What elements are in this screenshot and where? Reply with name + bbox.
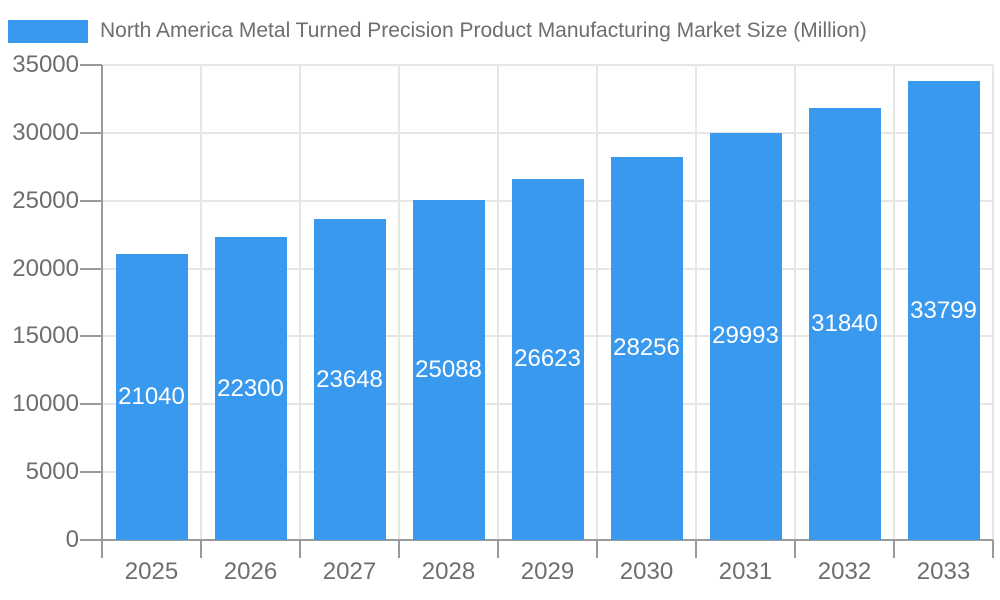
y-tick xyxy=(80,131,102,134)
bar-value-label: 23648 xyxy=(316,365,383,393)
x-gridline xyxy=(200,65,202,540)
bar-value-label: 25088 xyxy=(415,355,482,383)
y-tick xyxy=(80,539,102,541)
legend-swatch xyxy=(8,19,88,43)
legend-label: North America Metal Turned Precision Pro… xyxy=(100,19,867,42)
x-tick xyxy=(497,540,499,558)
bar-value-label: 22300 xyxy=(217,374,284,402)
x-tick xyxy=(200,540,202,558)
bar[interactable] xyxy=(709,132,782,540)
y-axis-label: 25000 xyxy=(12,186,79,214)
bar[interactable] xyxy=(115,254,188,540)
x-tick xyxy=(299,540,301,558)
x-tick xyxy=(695,540,697,558)
y-tick xyxy=(80,403,102,406)
x-tick xyxy=(101,540,103,558)
y-axis-label: 10000 xyxy=(12,390,79,418)
y-axis-label: 30000 xyxy=(12,118,79,146)
bar[interactable] xyxy=(808,107,881,540)
y-tick xyxy=(80,199,102,202)
y-axis-label: 20000 xyxy=(12,254,79,282)
x-tick xyxy=(398,540,400,558)
bar-value-label: 26623 xyxy=(514,345,581,373)
x-gridline xyxy=(398,65,400,540)
x-gridline xyxy=(992,65,994,540)
legend-item[interactable]: North America Metal Turned Precision Pro… xyxy=(8,19,867,43)
x-gridline xyxy=(893,65,895,540)
bar[interactable] xyxy=(610,156,683,540)
bar[interactable] xyxy=(214,237,287,540)
x-gridline xyxy=(299,65,301,540)
y-tick xyxy=(80,64,102,66)
x-axis-label: 2031 xyxy=(718,558,773,585)
y-axis-label: 5000 xyxy=(25,458,79,486)
bar[interactable] xyxy=(412,199,485,540)
x-axis-label: 2028 xyxy=(421,558,476,585)
x-axis-line xyxy=(102,539,993,541)
x-axis-label: 2029 xyxy=(520,558,575,585)
x-axis-label: 2026 xyxy=(223,558,278,585)
x-axis-label: 2025 xyxy=(124,558,179,585)
x-gridline xyxy=(794,65,796,540)
y-gridline xyxy=(102,64,993,66)
bar-value-label: 21040 xyxy=(118,383,185,411)
bar[interactable] xyxy=(511,178,584,540)
bar-value-label: 29993 xyxy=(712,322,779,350)
x-gridline xyxy=(596,65,598,540)
bar-value-label: 33799 xyxy=(910,296,977,324)
y-tick xyxy=(80,267,102,270)
x-axis-label: 2033 xyxy=(916,558,971,585)
y-axis-label: 15000 xyxy=(12,322,79,350)
y-tick xyxy=(80,335,102,338)
x-gridline xyxy=(695,65,697,540)
bar[interactable] xyxy=(313,219,386,540)
y-gridline xyxy=(102,131,993,134)
x-axis-label: 2027 xyxy=(322,558,377,585)
bar[interactable] xyxy=(907,81,980,540)
y-axis-line xyxy=(101,65,103,558)
bar-value-label: 31840 xyxy=(811,309,878,337)
x-axis-label: 2030 xyxy=(619,558,674,585)
y-axis-label: 35000 xyxy=(12,51,79,78)
x-axis-label: 2032 xyxy=(817,558,872,585)
bar-value-label: 28256 xyxy=(613,334,680,362)
x-tick xyxy=(992,540,994,558)
x-tick xyxy=(794,540,796,558)
y-tick xyxy=(80,471,102,474)
x-gridline xyxy=(497,65,499,540)
x-tick xyxy=(596,540,598,558)
x-tick xyxy=(893,540,895,558)
y-axis-label: 0 xyxy=(65,526,79,553)
